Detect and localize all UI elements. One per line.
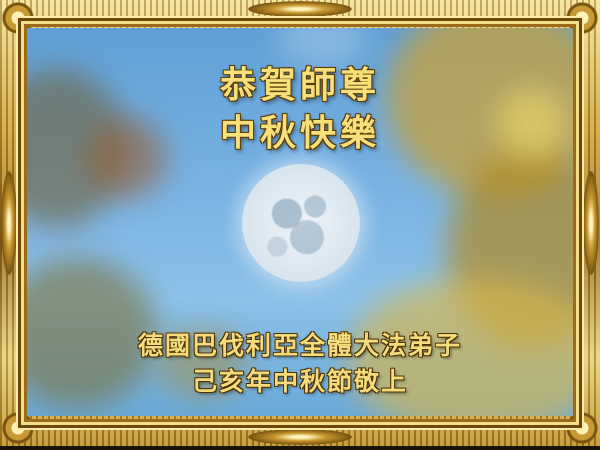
title-line-1: 恭賀師尊: [219, 64, 380, 106]
frame-right-ornament: [582, 163, 600, 283]
greeting-line-1: 德國巴伐利亞全體大法弟子: [137, 331, 462, 360]
card-scene: 恭賀師尊 中秋快樂 德國巴伐利亞全體大法弟子 己亥年中秋節敬上: [27, 28, 573, 416]
greeting-line-2: 己亥年中秋節敬上: [191, 367, 408, 396]
foliage-blur: [497, 88, 567, 158]
frame-top-ornament: [240, 0, 360, 18]
title-line-2: 中秋快樂: [219, 112, 380, 154]
frame-inner-border: [18, 18, 582, 428]
full-moon: [242, 164, 360, 282]
foliage-blur: [347, 278, 573, 416]
frame-bottom-ornament: [240, 428, 360, 446]
foliage-blur: [87, 118, 167, 198]
foliage-blur: [157, 328, 247, 398]
frame-left-ornament: [0, 163, 18, 283]
foliage-blur: [27, 258, 157, 408]
